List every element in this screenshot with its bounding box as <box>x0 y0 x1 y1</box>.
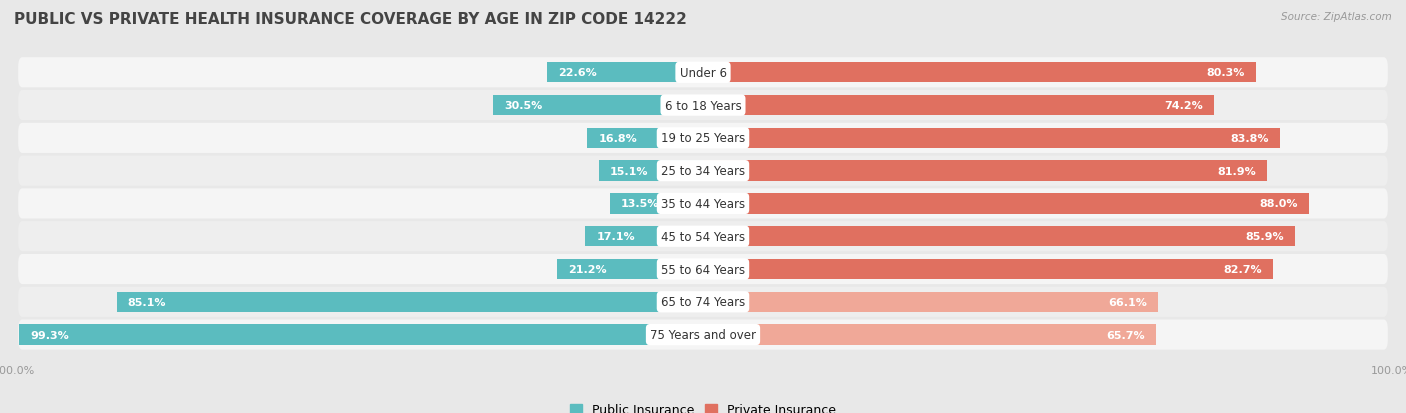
Text: PUBLIC VS PRIVATE HEALTH INSURANCE COVERAGE BY AGE IN ZIP CODE 14222: PUBLIC VS PRIVATE HEALTH INSURANCE COVER… <box>14 12 688 27</box>
FancyBboxPatch shape <box>18 58 1388 88</box>
Text: 25 to 34 Years: 25 to 34 Years <box>661 165 745 178</box>
Text: 55 to 64 Years: 55 to 64 Years <box>661 263 745 276</box>
Text: Under 6: Under 6 <box>679 66 727 80</box>
FancyBboxPatch shape <box>18 222 1388 252</box>
Text: 17.1%: 17.1% <box>596 232 636 242</box>
Bar <box>18 325 703 345</box>
Text: 19 to 25 Years: 19 to 25 Years <box>661 132 745 145</box>
Bar <box>703 96 1215 116</box>
Text: 85.9%: 85.9% <box>1246 232 1284 242</box>
Bar <box>703 161 1267 181</box>
FancyBboxPatch shape <box>18 254 1388 285</box>
Legend: Public Insurance, Private Insurance: Public Insurance, Private Insurance <box>565 398 841 413</box>
Text: 15.1%: 15.1% <box>610 166 648 176</box>
Text: 13.5%: 13.5% <box>621 199 659 209</box>
FancyBboxPatch shape <box>18 156 1388 186</box>
Bar <box>703 325 1156 345</box>
FancyBboxPatch shape <box>18 189 1388 219</box>
Text: 21.2%: 21.2% <box>568 264 606 274</box>
Bar <box>588 128 703 149</box>
Bar <box>703 194 1309 214</box>
FancyBboxPatch shape <box>18 287 1388 317</box>
Bar <box>703 226 1295 247</box>
Text: 82.7%: 82.7% <box>1223 264 1261 274</box>
Text: 22.6%: 22.6% <box>558 68 598 78</box>
Text: 80.3%: 80.3% <box>1206 68 1246 78</box>
Text: 16.8%: 16.8% <box>599 133 637 143</box>
Text: 45 to 54 Years: 45 to 54 Years <box>661 230 745 243</box>
FancyBboxPatch shape <box>18 91 1388 121</box>
Bar <box>117 292 703 312</box>
Bar <box>703 292 1159 312</box>
Bar <box>547 63 703 83</box>
Text: 85.1%: 85.1% <box>128 297 166 307</box>
Text: Source: ZipAtlas.com: Source: ZipAtlas.com <box>1281 12 1392 22</box>
Bar <box>494 96 703 116</box>
FancyBboxPatch shape <box>18 123 1388 154</box>
Text: 99.3%: 99.3% <box>30 330 69 340</box>
Bar <box>703 63 1256 83</box>
Bar <box>610 194 703 214</box>
Text: 74.2%: 74.2% <box>1164 101 1204 111</box>
Bar <box>703 128 1281 149</box>
Text: 6 to 18 Years: 6 to 18 Years <box>665 100 741 112</box>
Text: 65 to 74 Years: 65 to 74 Years <box>661 296 745 309</box>
Text: 83.8%: 83.8% <box>1230 133 1270 143</box>
Text: 30.5%: 30.5% <box>503 101 543 111</box>
Text: 65.7%: 65.7% <box>1107 330 1144 340</box>
Bar <box>585 226 703 247</box>
Bar <box>557 259 703 280</box>
Text: 35 to 44 Years: 35 to 44 Years <box>661 197 745 211</box>
Text: 81.9%: 81.9% <box>1218 166 1256 176</box>
FancyBboxPatch shape <box>18 320 1388 350</box>
Bar <box>703 259 1272 280</box>
Bar <box>599 161 703 181</box>
Text: 88.0%: 88.0% <box>1260 199 1298 209</box>
Text: 66.1%: 66.1% <box>1108 297 1147 307</box>
Text: 75 Years and over: 75 Years and over <box>650 328 756 341</box>
